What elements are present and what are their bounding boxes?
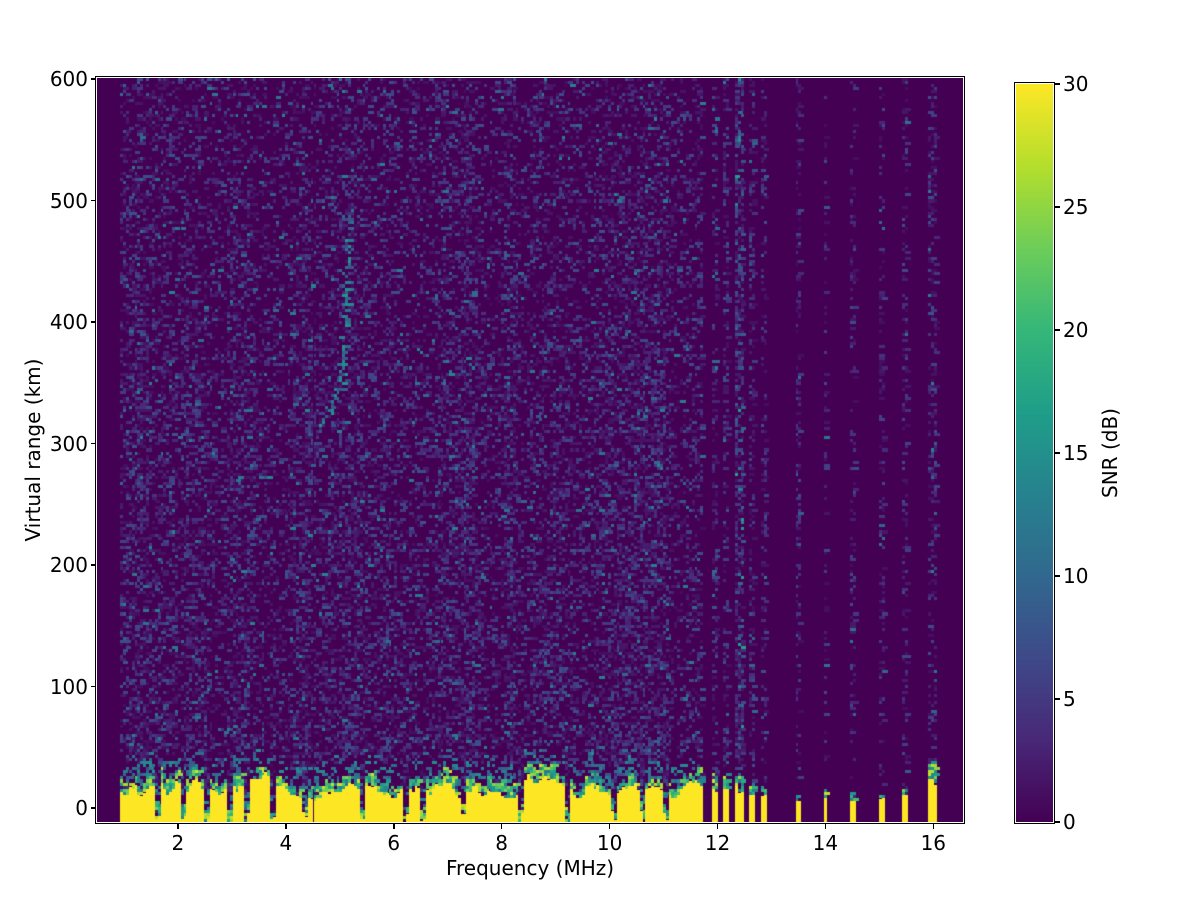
colorbar-tick-label: 15 bbox=[1063, 441, 1089, 465]
x-tick-label: 2 bbox=[171, 831, 185, 855]
y-tick-mark bbox=[90, 442, 96, 445]
y-tick-label: 300 bbox=[49, 431, 88, 456]
colorbar-tick-mark bbox=[1055, 698, 1060, 700]
colorbar-tick-label: 5 bbox=[1063, 687, 1076, 711]
x-tick-label: 6 bbox=[387, 831, 401, 855]
y-tick-label: 100 bbox=[49, 674, 88, 699]
colorbar-tick-label: 30 bbox=[1063, 72, 1089, 96]
y-tick-mark bbox=[90, 199, 96, 202]
x-tick-label: 8 bbox=[495, 831, 509, 855]
x-axis-label: Frequency (MHz) bbox=[445, 856, 615, 880]
colorbar-tick-label: 10 bbox=[1063, 564, 1089, 588]
x-tick-mark bbox=[932, 823, 935, 829]
y-tick-label: 600 bbox=[49, 67, 88, 92]
colorbar-tick-mark bbox=[1055, 329, 1060, 331]
colorbar-tick-mark bbox=[1055, 452, 1060, 454]
colorbar-tick-mark bbox=[1055, 206, 1060, 208]
y-tick-label: 0 bbox=[75, 796, 88, 821]
x-tick-mark bbox=[177, 823, 179, 829]
y-tick-mark bbox=[90, 78, 96, 80]
colorbar-gradient bbox=[1016, 84, 1053, 822]
y-axis-label: Virtual range (km) bbox=[21, 358, 45, 542]
x-tick-label: 10 bbox=[596, 831, 623, 855]
y-tick-label: 500 bbox=[49, 188, 88, 213]
y-tick-mark bbox=[90, 321, 96, 323]
x-tick-label: 16 bbox=[920, 831, 947, 855]
x-tick-label: 14 bbox=[812, 831, 839, 855]
x-tick-label: 12 bbox=[704, 831, 731, 855]
colorbar-tick-label: 25 bbox=[1063, 195, 1089, 219]
ionogram-heatmap bbox=[97, 78, 963, 822]
y-tick-mark bbox=[90, 685, 96, 688]
colorbar-tick-label: 20 bbox=[1063, 318, 1089, 342]
y-tick-label: 200 bbox=[49, 553, 88, 578]
x-tick-label: 4 bbox=[279, 831, 293, 855]
x-tick-mark bbox=[285, 823, 287, 829]
x-tick-mark bbox=[500, 823, 503, 829]
colorbar-tick-mark bbox=[1055, 821, 1060, 823]
colorbar-label: SNR (dB) bbox=[1098, 408, 1122, 498]
x-tick-mark bbox=[716, 823, 719, 829]
colorbar-tick-mark bbox=[1055, 83, 1060, 85]
x-tick-mark bbox=[608, 823, 611, 829]
y-tick-label: 400 bbox=[49, 310, 88, 335]
x-tick-mark bbox=[824, 823, 827, 829]
y-tick-mark bbox=[90, 564, 96, 566]
colorbar-tick-mark bbox=[1055, 575, 1060, 577]
y-tick-mark bbox=[90, 807, 96, 809]
x-tick-mark bbox=[392, 823, 395, 829]
colorbar-tick-label: 0 bbox=[1063, 810, 1076, 834]
